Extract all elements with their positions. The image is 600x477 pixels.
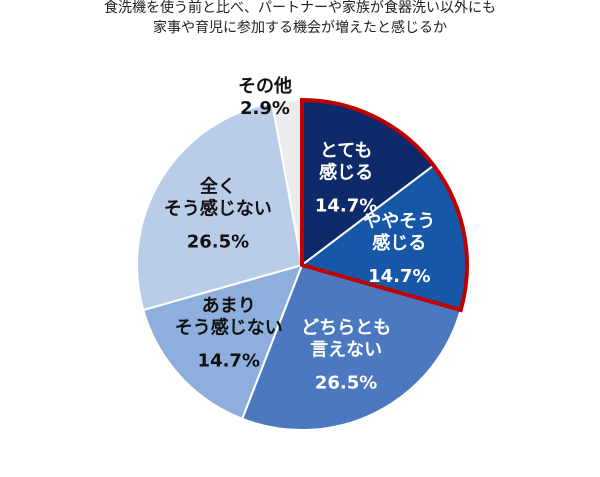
value-label: 26.5%	[315, 373, 377, 394]
slice-label: とても感じる	[319, 140, 373, 183]
highlight-outline	[300, 97, 469, 313]
pie-slice	[136, 101, 304, 312]
slice-label: どちらとも言えない	[301, 318, 391, 361]
pie-slice	[240, 263, 462, 431]
value-label: 14.7%	[198, 351, 260, 372]
value-label: 26.5%	[187, 232, 249, 253]
slice-label: ややそう感じる	[363, 211, 435, 254]
slice-label: その他	[238, 75, 292, 97]
pie-slice	[142, 263, 304, 421]
value-label: 2.9%	[240, 98, 290, 119]
chart-title: 食洗機を使う前と比べ、パートナーや家族が食器洗い以外にも家事や育児に参加する機会…	[104, 0, 496, 36]
value-label: 14.7%	[368, 266, 430, 287]
value-label: 14.7%	[315, 195, 377, 216]
slice-label: 全くそう感じない	[164, 176, 272, 220]
slice-label: あまりそう感じない	[175, 296, 283, 339]
